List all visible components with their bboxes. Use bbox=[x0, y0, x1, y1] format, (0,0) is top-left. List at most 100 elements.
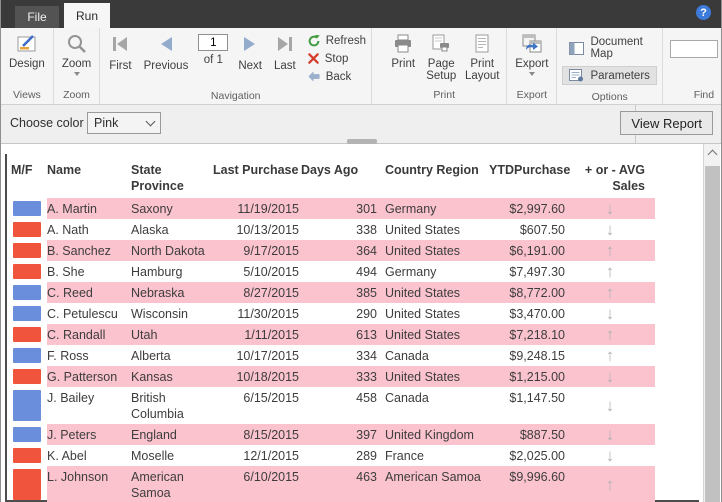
first-page-button[interactable]: First bbox=[103, 28, 137, 72]
stop-icon bbox=[307, 52, 320, 65]
cell-last-purchase: 5/10/2015 bbox=[243, 264, 299, 279]
find-input[interactable] bbox=[669, 40, 718, 58]
first-page-label: First bbox=[109, 60, 132, 72]
gender-swatch bbox=[13, 243, 41, 258]
cell-country-region: United States bbox=[385, 306, 461, 321]
cell-state-province: Saxony bbox=[131, 198, 211, 219]
trend-down-icon: ↓ bbox=[605, 425, 615, 444]
page-setup-button[interactable]: Page Setup bbox=[421, 28, 461, 82]
zoom-group-label: Zoom bbox=[63, 89, 90, 101]
table-row[interactable]: A. Nath Alaska 10/13/2015 338 United Sta… bbox=[11, 219, 699, 240]
table-row[interactable]: A. Martin Saxony 11/19/2015 301 Germany … bbox=[11, 198, 699, 219]
ribbon-group-print: Print Page Setup bbox=[382, 28, 508, 104]
print-layout-button[interactable]: Print Layout bbox=[461, 28, 503, 82]
cell-days-ago: 301 bbox=[299, 198, 377, 219]
cell-ytd-purchase: $7,218.10 bbox=[489, 324, 565, 345]
next-page-button[interactable]: Next bbox=[232, 28, 268, 72]
gender-swatch bbox=[13, 201, 41, 216]
gender-swatch bbox=[13, 327, 41, 342]
cell-last-purchase: 6/10/2015 bbox=[211, 466, 299, 502]
design-button[interactable]: Design bbox=[4, 28, 50, 70]
table-header-row: M/F Name State Province Last Purchase Da… bbox=[11, 160, 699, 194]
gender-swatch bbox=[13, 427, 41, 442]
back-button[interactable]: Back bbox=[304, 68, 369, 85]
cell-name: C. Randall bbox=[47, 324, 131, 345]
cell-last-purchase: 11/30/2015 bbox=[237, 306, 299, 321]
cell-days-ago: 613 bbox=[299, 324, 377, 345]
parameters-toggle[interactable]: Parameters bbox=[562, 66, 657, 85]
stop-label: Stop bbox=[324, 52, 349, 65]
splitter-grip[interactable] bbox=[347, 139, 377, 144]
ribbon-group-zoom: Zoom Zoom bbox=[54, 28, 101, 104]
stop-button[interactable]: Stop bbox=[304, 50, 369, 67]
table-row[interactable]: C. Petulescu Wisconsin 11/30/2015 290 Un… bbox=[11, 303, 699, 324]
table-row[interactable]: G. Patterson Kansas 10/18/2015 333 Unite… bbox=[11, 366, 699, 387]
print-layout-icon bbox=[470, 32, 494, 56]
scrollbar-thumb[interactable] bbox=[705, 166, 720, 502]
cell-country-region: France bbox=[385, 448, 424, 463]
export-button[interactable]: Export bbox=[510, 28, 553, 76]
refresh-label: Refresh bbox=[325, 34, 367, 47]
cell-state-province: England bbox=[131, 424, 211, 445]
table-row[interactable]: C. Reed Nebraska 8/27/2015 385 United St… bbox=[11, 282, 699, 303]
document-map-icon bbox=[569, 41, 585, 55]
cell-days-ago: 385 bbox=[299, 282, 377, 303]
zoom-button[interactable]: Zoom bbox=[57, 28, 96, 76]
gender-swatch bbox=[13, 448, 41, 463]
cell-country-region: United States bbox=[377, 324, 489, 345]
header-mf: M/F bbox=[11, 163, 33, 177]
tab-file[interactable]: File bbox=[15, 6, 59, 28]
gender-swatch bbox=[13, 306, 41, 321]
cell-ytd-purchase: $1,147.50 bbox=[509, 390, 565, 405]
cell-ytd-purchase: $6,191.00 bbox=[489, 240, 565, 261]
cell-state-province: Hamburg bbox=[131, 264, 183, 279]
report-page: M/F Name State Province Last Purchase Da… bbox=[5, 154, 699, 502]
page-number-input[interactable] bbox=[198, 34, 229, 51]
help-icon[interactable]: ? bbox=[696, 5, 711, 20]
table-row[interactable]: B. Sanchez North Dakota 9/17/2015 364 Un… bbox=[11, 240, 699, 261]
cell-country-region: United Kingdom bbox=[377, 424, 489, 445]
trend-down-icon: ↓ bbox=[605, 396, 615, 415]
export-label: Export bbox=[515, 58, 549, 70]
cell-days-ago: 494 bbox=[356, 264, 377, 279]
header-country-region: Country Region bbox=[385, 163, 479, 177]
cell-last-purchase: 1/11/2015 bbox=[211, 324, 299, 345]
scroll-up-button[interactable] bbox=[704, 144, 720, 161]
table-row[interactable]: J. Bailey British Columbia 6/15/2015 458… bbox=[11, 387, 699, 424]
print-icon bbox=[391, 32, 415, 56]
design-icon bbox=[15, 32, 39, 56]
cell-ytd-purchase: $2,025.00 bbox=[509, 448, 565, 463]
color-dropdown[interactable]: Pink bbox=[87, 112, 161, 134]
cell-last-purchase: 9/17/2015 bbox=[211, 240, 299, 261]
cell-state-province: North Dakota bbox=[131, 240, 211, 261]
trend-down-icon: ↓ bbox=[605, 367, 615, 386]
cell-days-ago: 289 bbox=[356, 448, 377, 463]
refresh-icon bbox=[307, 34, 321, 48]
trend-down-icon: ↓ bbox=[605, 199, 615, 218]
last-page-label: Last bbox=[273, 60, 296, 72]
table-row[interactable]: F. Ross Alberta 10/17/2015 334 Canada $9… bbox=[11, 345, 699, 366]
cell-country-region: American Samoa bbox=[377, 466, 489, 502]
table-row[interactable]: J. Peters England 8/15/2015 397 United K… bbox=[11, 424, 699, 445]
gender-swatch bbox=[13, 285, 41, 300]
cell-ytd-purchase: $9,248.15 bbox=[509, 348, 565, 363]
cell-state-province: Nebraska bbox=[131, 282, 211, 303]
table-row[interactable]: L. Johnson American Samoa 6/10/2015 463 … bbox=[11, 466, 699, 502]
document-map-toggle[interactable]: Document Map bbox=[562, 33, 656, 63]
last-page-button[interactable]: Last bbox=[268, 28, 302, 72]
table-row[interactable]: K. Abel Moselle 12/1/2015 289 France $2,… bbox=[11, 445, 699, 466]
tab-run[interactable]: Run bbox=[64, 3, 110, 28]
cell-ytd-purchase: $3,470.00 bbox=[509, 306, 565, 321]
refresh-button[interactable]: Refresh bbox=[304, 32, 369, 49]
view-report-button[interactable]: View Report bbox=[620, 111, 713, 135]
print-button[interactable]: Print bbox=[385, 28, 421, 70]
cell-last-purchase: 10/17/2015 bbox=[236, 348, 299, 363]
ribbon: Design Views Zoom Zoom bbox=[1, 28, 721, 105]
previous-page-button[interactable]: Previous bbox=[138, 28, 195, 72]
cell-last-purchase: 12/1/2015 bbox=[243, 448, 299, 463]
header-days-ago: Days Ago bbox=[301, 163, 359, 177]
table-row[interactable]: B. She Hamburg 5/10/2015 494 Germany $7,… bbox=[11, 261, 699, 282]
table-row[interactable]: C. Randall Utah 1/11/2015 613 United Sta… bbox=[11, 324, 699, 345]
vertical-scrollbar[interactable] bbox=[703, 144, 720, 502]
trend-up-icon: ↑ bbox=[605, 262, 615, 281]
